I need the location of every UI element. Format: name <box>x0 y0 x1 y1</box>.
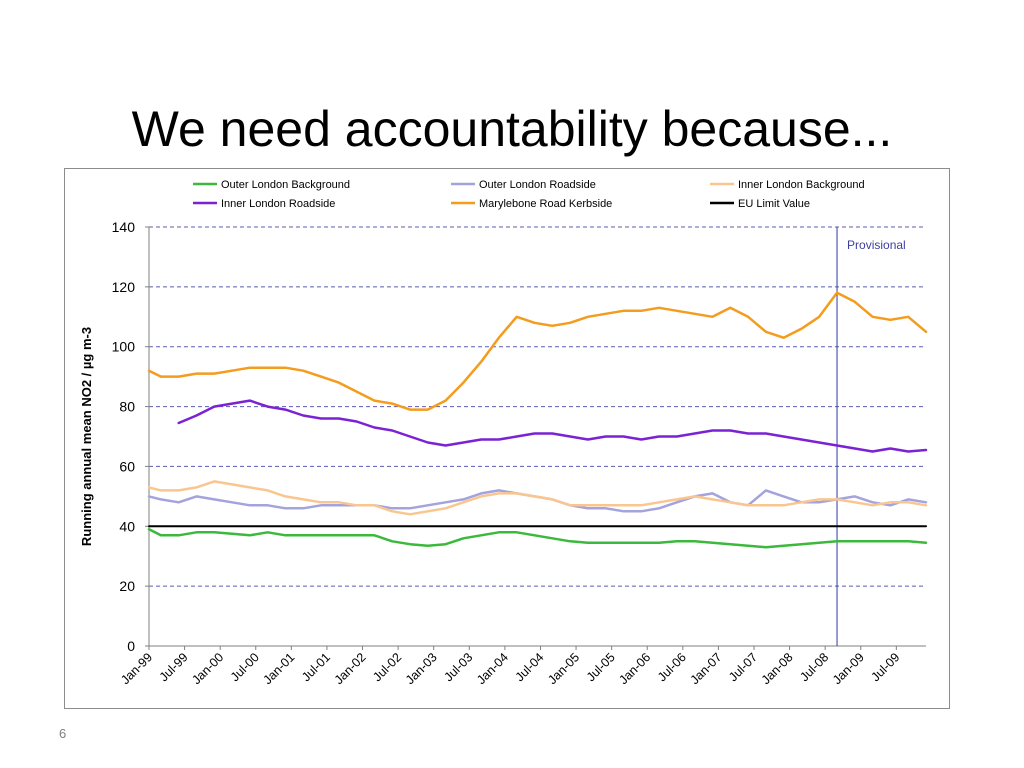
chart-frame: 0 20 40 60 80 100 120 140 Jan-99 Jul-99 Jan-00 Jul-… <box>64 168 950 709</box>
x-tick-label: Jan-02 <box>332 650 369 687</box>
x-tick-label: Jul-99 <box>157 650 191 684</box>
x-tick-label: Jan-06 <box>616 650 653 687</box>
x-tick-label: Jul-08 <box>797 650 831 684</box>
x-tick-label: Jan-07 <box>688 650 725 687</box>
y-tick-label: 60 <box>119 458 135 474</box>
y-tick-label: 140 <box>112 219 136 235</box>
x-tick-label: Jan-08 <box>759 650 796 687</box>
x-tick-label: Jul-02 <box>370 650 404 684</box>
legend-label: EU Limit Value <box>738 198 810 210</box>
series-line-3 <box>177 399 928 453</box>
x-tick-label: Jan-04 <box>474 650 511 687</box>
y-tick-label: 40 <box>119 518 135 534</box>
x-tick-label: Jan-00 <box>189 650 226 687</box>
provisional-label: Provisional <box>847 238 906 252</box>
x-tick-label: Jan-99 <box>118 650 155 687</box>
x-tick-label: Jul-05 <box>584 650 618 684</box>
x-tick-label: Jul-00 <box>228 650 262 684</box>
legend-label: Outer London Background <box>221 179 350 191</box>
x-tick-label: Jan-03 <box>403 650 440 687</box>
series-line-0 <box>147 528 928 549</box>
legend-label: Outer London Roadside <box>479 179 596 191</box>
slide-title: We need accountability because... <box>131 101 893 157</box>
legend-label: Inner London Background <box>738 179 865 191</box>
legend-label: Inner London Roadside <box>221 198 335 210</box>
y-tick-label: 0 <box>127 638 135 654</box>
y-tick-label: 80 <box>119 399 135 415</box>
x-tick-label: Jul-01 <box>299 650 333 684</box>
legend-label: Marylebone Road Kerbside <box>479 198 612 210</box>
x-tick-label: Jan-01 <box>261 650 298 687</box>
series-line-2 <box>147 480 928 516</box>
y-tick-label: 20 <box>119 578 135 594</box>
x-tick-label: Jul-06 <box>655 650 689 684</box>
series-line-4 <box>147 291 928 411</box>
y-tick-label: 120 <box>112 279 136 295</box>
slide-number: 6 <box>59 726 67 741</box>
y-axis-title: Running annual mean NO2 / µg m-3 <box>79 327 94 546</box>
x-tick-label: Jul-04 <box>513 650 547 684</box>
y-tick-label: 100 <box>112 339 136 355</box>
x-tick-label: Jan-09 <box>830 650 867 687</box>
x-tick-label: Jan-05 <box>545 650 582 687</box>
x-tick-label: Jul-07 <box>726 650 760 684</box>
x-tick-label: Jul-03 <box>441 650 475 684</box>
x-tick-label: Jul-09 <box>868 650 902 684</box>
